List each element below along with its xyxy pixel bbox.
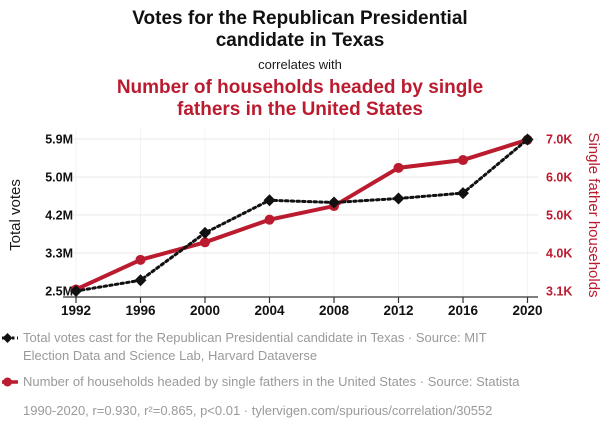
page-title: Votes for the Republican Presidential ca… (132, 8, 468, 51)
series-votes (70, 133, 534, 297)
x-axis-tick: 2020 (512, 303, 542, 318)
right-axis-tick: 3.1K (546, 285, 572, 299)
left-axis-title: Total votes (7, 179, 24, 251)
chart-legend: Total votes cast for the Republican Pres… (2, 329, 598, 399)
chart-svg: 5.9M 7.0K 5.0M 6.0K 4.2M 5.0K 3.3M 4.0K 2.5M 3.1K… (7, 129, 600, 318)
x-axis-tick: 1996 (125, 303, 156, 318)
x-axis-tick: 2000 (190, 303, 220, 318)
right-axis-tick: 6.0K (546, 171, 572, 185)
axis-tick-labels: 5.9M 7.0K 5.0M 6.0K 4.2M 5.0K 3.3M 4.0K 2.5M 3.1K (45, 133, 572, 299)
stats-footer: 1990-2020, r=0.930, r²=0.865, p<0.01 · t… (23, 403, 493, 418)
black-diamond-dashed-line-icon (2, 333, 18, 343)
legend-item-label: Number of households headed by single fa… (23, 374, 520, 389)
legend-item-votes: Total votes cast for the Republican Pres… (2, 329, 598, 365)
legend-item-households: Number of households headed by single fa… (2, 373, 598, 391)
red-circle-solid-line-icon (2, 377, 18, 387)
left-axis-tick: 4.2M (45, 209, 73, 223)
right-axis-tick: 7.0K (546, 133, 572, 147)
chart-header: Votes for the Republican Presidential ca… (0, 0, 600, 121)
x-axis: 1992 1996 2000 2004 2008 2012 2016 2020 (61, 296, 543, 318)
right-axis-title: Single father households (585, 132, 600, 297)
chart-subtitle: Number of households headed by single fa… (116, 77, 484, 120)
x-axis-tick: 2016 (448, 303, 479, 318)
left-axis-tick: 2.5M (45, 285, 73, 299)
legend-item-label: Total votes cast for the Republican Pres… (23, 330, 487, 363)
x-axis-tick: 2004 (254, 303, 285, 318)
x-axis-tick: 2008 (319, 303, 350, 318)
x-axis-tick: 1992 (61, 303, 91, 318)
left-axis-tick: 5.0M (45, 171, 73, 185)
left-axis-tick: 3.3M (45, 247, 73, 261)
right-axis-tick: 4.0K (546, 247, 572, 261)
left-axis-tick: 5.9M (45, 133, 73, 147)
x-axis-tick: 2012 (383, 303, 413, 318)
right-axis-tick: 5.0K (546, 209, 572, 223)
correlates-with-label: correlates with (258, 57, 342, 72)
